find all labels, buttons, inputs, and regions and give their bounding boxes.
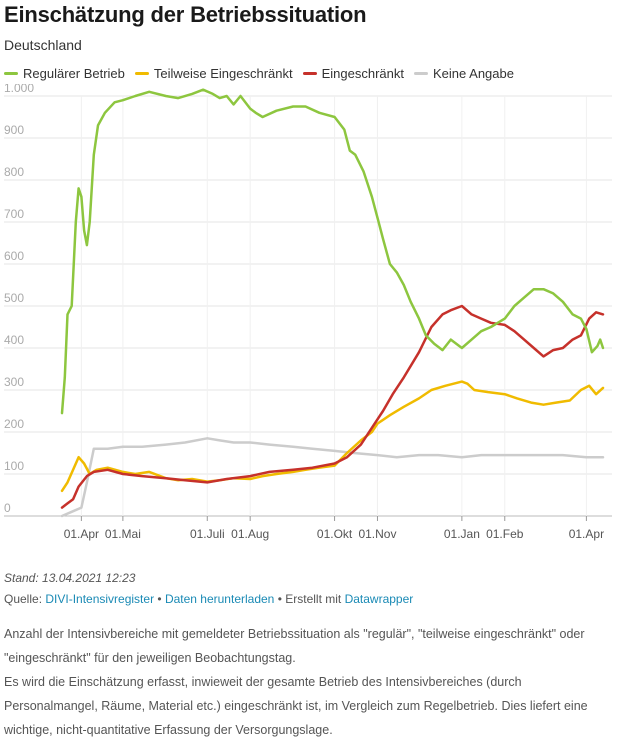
note-paragraph-1: Anzahl der Intensivbereiche mit gemeldet…	[4, 627, 585, 665]
y-tick-label: 0	[4, 501, 11, 515]
y-tick-label: 800	[4, 165, 24, 179]
note-paragraph-2: Es wird die Einschätzung erfasst, inwiew…	[4, 675, 588, 737]
axis-layer: 0 100 200 300 400 500 600 700 800 900 1.000 01.Apr 0…	[4, 84, 604, 541]
y-tick-label: 200	[4, 417, 24, 431]
line-chart: 0 100 200 300 400 500 600 700 800 900 1.000 01.Apr 0…	[4, 84, 612, 541]
x-tick-label: 01.Apr	[64, 527, 99, 541]
y-tick-label: 400	[4, 333, 24, 347]
source-prefix: Quelle:	[4, 592, 46, 606]
series-line-eingeschränkt	[60, 304, 605, 509]
grid-layer	[4, 95, 612, 517]
y-tick-label: 900	[4, 123, 24, 137]
y-tick-label: 700	[4, 207, 24, 221]
legend-item-none: Keine Angabe	[414, 66, 514, 81]
y-tick-label: 300	[4, 375, 24, 389]
x-tick-label: 01.Jan	[444, 527, 480, 541]
legend-label-regular: Regulärer Betrieb	[23, 66, 125, 81]
y-tick-label: 600	[4, 249, 24, 263]
series-line-teilweise-eingeschränkt	[60, 380, 605, 493]
legend-label-none: Keine Angabe	[433, 66, 514, 81]
x-tick-label: 01.Aug	[231, 527, 269, 541]
legend-label-partial: Teilweise Eingeschränkt	[153, 66, 293, 81]
source-line: Quelle: DIVI-Intensivregister • Daten he…	[4, 592, 413, 606]
legend-label-restricted: Eingeschränkt	[321, 66, 405, 81]
x-tick-label: 01.Apr	[569, 527, 604, 541]
legend-item-partial: Teilweise Eingeschränkt	[134, 66, 293, 81]
series-line-keine-angabe	[60, 437, 605, 518]
x-tick-label: 01.Okt	[317, 527, 353, 541]
datawrapper-link[interactable]: Datawrapper	[344, 592, 414, 606]
y-tick-label: 100	[4, 459, 24, 473]
y-tick-label: 1.000	[4, 84, 34, 95]
legend-item-regular: Regulärer Betrieb	[4, 66, 125, 81]
legend-swatch-restricted	[302, 72, 317, 75]
y-tick-label: 500	[4, 291, 24, 305]
series-layer	[60, 88, 605, 518]
legend-item-restricted: Eingeschränkt	[302, 66, 405, 81]
legend-swatch-partial	[134, 72, 149, 75]
description-note: Anzahl der Intensivbereiche mit gemeldet…	[4, 622, 616, 742]
chart-title: Einschätzung der Betriebssituation	[4, 2, 367, 27]
series-line-regulärer-betrieb	[60, 88, 605, 415]
timestamp: Stand: 13.04.2021 12:23	[4, 571, 136, 585]
legend-swatch-none	[414, 72, 429, 75]
chart-subtitle: Deutschland	[4, 37, 82, 53]
legend-swatch-regular	[4, 72, 18, 75]
x-tick-label: 01.Juli	[190, 527, 225, 541]
x-tick-label: 01.Mai	[105, 527, 141, 541]
x-tick-label: 01.Nov	[358, 527, 396, 541]
source-separator-2: • Erstellt mit	[274, 592, 345, 606]
chart-legend: Regulärer Betrieb Teilweise Eingeschränk…	[4, 66, 514, 81]
download-data-link[interactable]: Daten herunterladen	[164, 592, 275, 606]
source-link-divi[interactable]: DIVI-Intensivregister	[45, 592, 155, 606]
source-separator-1: •	[154, 592, 165, 606]
x-tick-label: 01.Feb	[486, 527, 524, 541]
